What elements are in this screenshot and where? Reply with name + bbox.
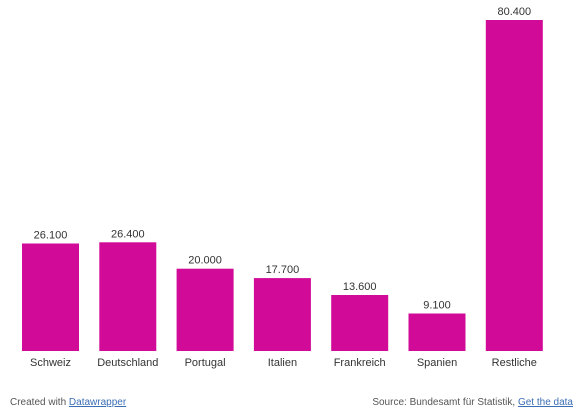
- bar-deutschland: [99, 242, 157, 351]
- value-label-schweiz: 26.100: [34, 230, 68, 242]
- value-label-spanien: 9.100: [423, 300, 451, 312]
- footer-source: Source: Bundesamt für Statistik, Get the…: [372, 397, 573, 408]
- footer-credit: Created with Datawrapper: [10, 397, 126, 408]
- category-label-restliche: Restliche: [492, 357, 537, 369]
- datawrapper-link[interactable]: Datawrapper: [68, 397, 127, 408]
- bar-spanien: [408, 313, 466, 351]
- category-label-italien: Italien: [268, 357, 297, 369]
- bar-portugal: [176, 268, 234, 351]
- value-label-restliche: 80.400: [497, 6, 531, 18]
- category-label-spanien: Spanien: [417, 357, 457, 369]
- bar-schweiz: [22, 243, 79, 351]
- get-the-data-link[interactable]: Get the data: [517, 397, 573, 408]
- bar-frankreich: [331, 295, 389, 351]
- source-text: Source: Bundesamt für Statistik,: [372, 397, 516, 408]
- bar-restliche: [485, 20, 543, 351]
- value-label-portugal: 20.000: [188, 255, 222, 267]
- bar-chart: 26.100 Schweiz 26.400 Deutschland 20.000 Port…: [22, 6, 543, 369]
- value-label-deutschland: 26.400: [111, 228, 145, 240]
- bar-italien: [253, 278, 311, 351]
- category-label-portugal: Portugal: [185, 357, 226, 369]
- value-label-frankreich: 13.600: [343, 281, 377, 293]
- category-label-frankreich: Frankreich: [334, 357, 386, 369]
- value-label-italien: 17.700: [266, 264, 300, 276]
- category-label-schweiz: Schweiz: [30, 357, 71, 369]
- created-with-text: Created with: [10, 397, 67, 408]
- category-label-deutschland: Deutschland: [97, 357, 158, 369]
